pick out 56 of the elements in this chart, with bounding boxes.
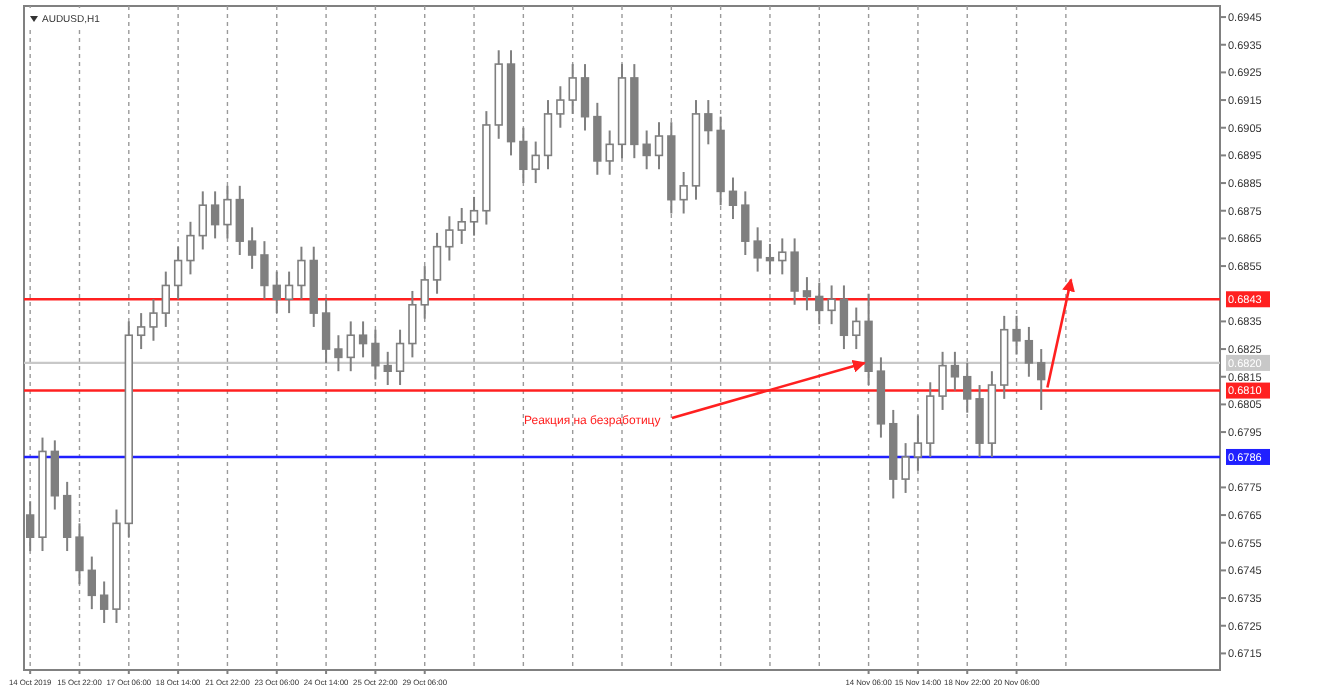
candlestick xyxy=(654,121,664,171)
candlestick xyxy=(272,270,281,315)
candlestick xyxy=(963,361,972,414)
candlestick xyxy=(358,320,368,359)
candlestick xyxy=(395,328,405,387)
candlestick xyxy=(950,350,960,392)
candlestick xyxy=(62,480,72,553)
candlestick xyxy=(173,245,183,301)
candlestick xyxy=(815,281,824,326)
candlestick xyxy=(839,284,849,351)
candlestick xyxy=(408,289,417,359)
candlestick xyxy=(321,298,331,364)
candlestick xyxy=(580,63,590,132)
candlestick xyxy=(543,99,553,171)
candlestick xyxy=(247,226,257,270)
candlestick xyxy=(432,231,442,295)
candlestick xyxy=(99,580,109,624)
candlestick xyxy=(938,350,947,411)
candlestick xyxy=(741,190,750,256)
candlestick xyxy=(223,184,232,240)
candlestick xyxy=(75,522,84,586)
candlestick xyxy=(913,414,923,472)
candlestick xyxy=(260,240,269,301)
candlestick xyxy=(926,381,935,458)
candlestick xyxy=(161,270,170,328)
candlestick xyxy=(457,206,466,245)
candlestick xyxy=(469,195,479,237)
candlestick xyxy=(297,245,306,301)
candlestick xyxy=(235,184,244,256)
candlestick xyxy=(87,555,97,611)
candlestick xyxy=(852,306,861,351)
candlestick xyxy=(753,226,762,273)
candlestick xyxy=(1024,325,1034,378)
candlestick xyxy=(346,320,355,373)
candlestick xyxy=(149,298,158,342)
candlestick xyxy=(371,328,380,381)
candlestick xyxy=(198,190,207,251)
candlestick xyxy=(765,242,775,276)
candlestick xyxy=(1037,348,1046,411)
candlestick xyxy=(445,215,454,262)
candlestick xyxy=(778,237,787,276)
candlestick xyxy=(827,284,836,326)
candlestick xyxy=(802,276,812,312)
candlestick xyxy=(975,384,984,458)
candlestick xyxy=(790,237,799,306)
candlestick xyxy=(210,190,220,240)
candlestick xyxy=(1012,314,1021,356)
candlestick xyxy=(334,334,343,373)
candlestick xyxy=(901,442,910,494)
candlestick xyxy=(420,265,429,320)
candlestick xyxy=(136,312,146,351)
candlestick xyxy=(383,350,392,387)
candlestick xyxy=(50,439,60,511)
candlestick xyxy=(728,176,738,221)
candlestick xyxy=(186,220,195,276)
candlestick xyxy=(284,270,294,315)
